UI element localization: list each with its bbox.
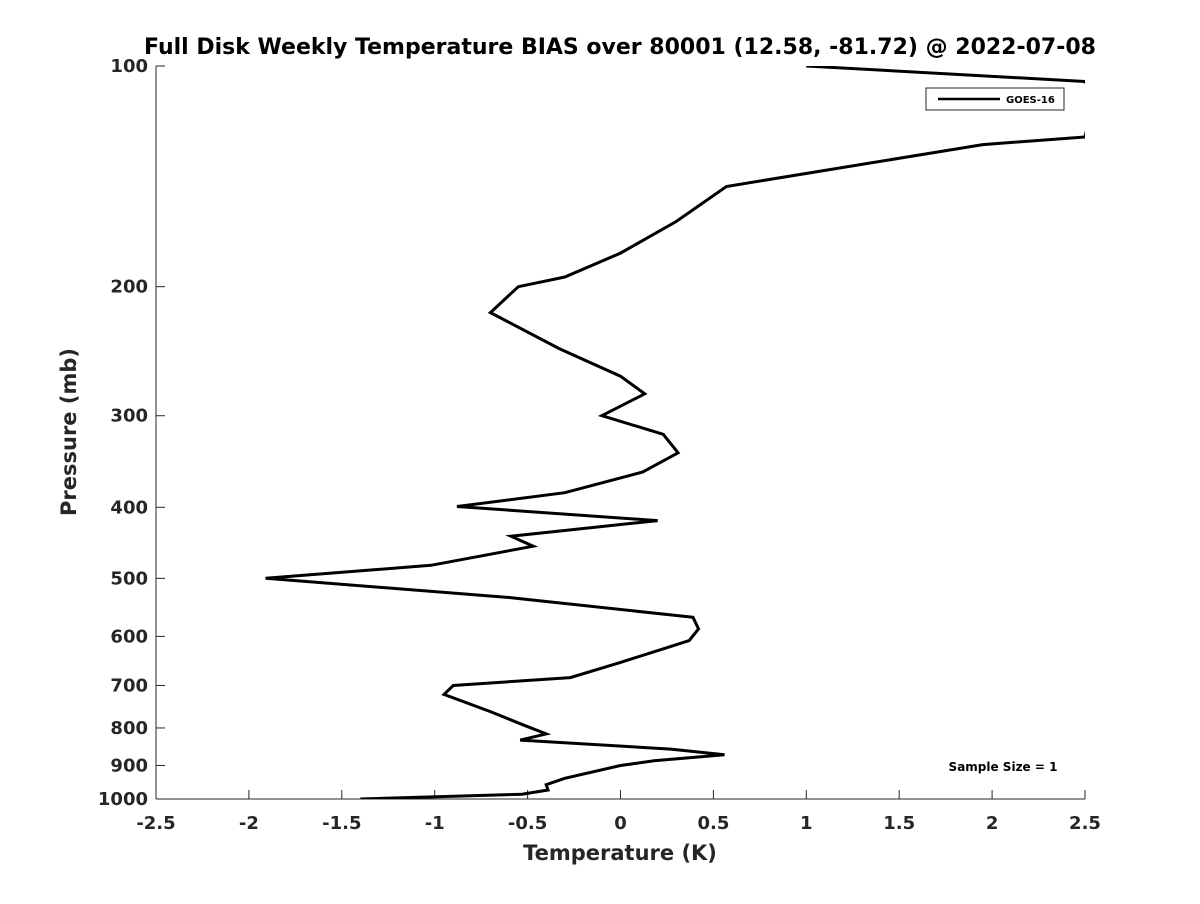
axes — [155, 66, 1085, 800]
legend-label-goes-16: GOES-16 — [1006, 95, 1055, 106]
y-tick-label: 800 — [110, 718, 148, 739]
y-axis-ticks: 100 200 300 400 500 600 700 800 900 1000 — [98, 56, 165, 810]
y-tick-label: 100 — [110, 56, 148, 77]
y-axis-label: Pressure (mb) — [57, 348, 81, 516]
x-axis-label: Temperature (K) — [523, 841, 717, 865]
x-tick-label: 1 — [800, 813, 813, 834]
x-tick-label: 2 — [986, 813, 999, 834]
chart-title: Full Disk Weekly Temperature BIAS over 8… — [144, 35, 1096, 60]
x-tick-label: -2 — [239, 813, 259, 834]
x-tick-label: 0.5 — [697, 813, 729, 834]
x-tick-label: 1.5 — [883, 813, 915, 834]
sample-size-annotation: Sample Size = 1 — [949, 760, 1058, 774]
y-tick-label: 1000 — [98, 789, 148, 810]
y-tick-label: 500 — [110, 568, 148, 589]
legend: GOES-16 — [925, 87, 1065, 111]
y-tick-label: 400 — [110, 497, 148, 518]
x-tick-label: -1.5 — [322, 813, 361, 834]
y-tick-label: 900 — [110, 755, 148, 776]
x-axis-ticks: -2.5 -2 -1.5 -1 -0.5 0 0.5 1 1.5 2 2.5 — [136, 790, 1101, 834]
y-tick-label: 700 — [110, 675, 148, 696]
x-tick-label: -1 — [425, 813, 445, 834]
x-tick-label: -0.5 — [508, 813, 547, 834]
y-tick-label: 600 — [110, 626, 148, 647]
series-group — [265, 66, 1085, 799]
x-tick-label: -2.5 — [136, 813, 175, 834]
series-line-goes-16 — [265, 66, 1085, 799]
y-tick-label: 200 — [110, 277, 148, 298]
x-tick-label: 0 — [614, 813, 627, 834]
x-tick-label: 2.5 — [1069, 813, 1101, 834]
y-tick-label: 300 — [110, 406, 148, 427]
